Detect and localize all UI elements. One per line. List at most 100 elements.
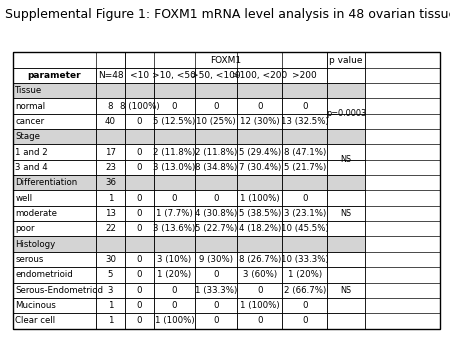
Text: 5 (12.5%): 5 (12.5%) xyxy=(153,117,196,126)
Text: >100, <200: >100, <200 xyxy=(232,71,288,80)
Text: 1: 1 xyxy=(108,301,113,310)
Text: well: well xyxy=(15,194,32,203)
Text: 1 (100%): 1 (100%) xyxy=(155,316,194,325)
Text: 0: 0 xyxy=(213,301,219,310)
Text: Differentiation: Differentiation xyxy=(15,178,77,187)
Text: >50, <100: >50, <100 xyxy=(191,71,241,80)
Text: Mucinous: Mucinous xyxy=(15,301,56,310)
Text: 0: 0 xyxy=(302,102,307,111)
Text: 40: 40 xyxy=(105,117,116,126)
Text: Histology: Histology xyxy=(15,240,55,249)
Text: 3 (13.0%): 3 (13.0%) xyxy=(153,163,196,172)
Text: 23: 23 xyxy=(105,163,116,172)
Text: 0: 0 xyxy=(137,301,142,310)
Text: 0: 0 xyxy=(137,224,142,233)
Text: >200: >200 xyxy=(292,71,317,80)
Text: 0: 0 xyxy=(137,194,142,203)
Text: 1 (33.3%): 1 (33.3%) xyxy=(195,286,237,295)
Text: p=0.0003: p=0.0003 xyxy=(326,109,366,118)
Text: 0: 0 xyxy=(171,194,177,203)
Text: 3 (60%): 3 (60%) xyxy=(243,270,277,279)
Text: 0: 0 xyxy=(257,102,263,111)
Text: 0: 0 xyxy=(137,209,142,218)
Text: 10 (45.5%): 10 (45.5%) xyxy=(281,224,328,233)
Text: >10, <50: >10, <50 xyxy=(153,71,196,80)
Text: Stage: Stage xyxy=(15,132,40,141)
Text: Clear cell: Clear cell xyxy=(15,316,55,325)
Text: 2 (11.8%): 2 (11.8%) xyxy=(153,148,196,156)
Text: 0: 0 xyxy=(213,316,219,325)
Text: Serous-Endometriod: Serous-Endometriod xyxy=(15,286,104,295)
Text: 36: 36 xyxy=(105,178,116,187)
Text: 0: 0 xyxy=(171,102,177,111)
Text: N=48: N=48 xyxy=(98,71,123,80)
Text: 1 and 2: 1 and 2 xyxy=(15,148,48,156)
Text: 2 (66.7%): 2 (66.7%) xyxy=(284,286,326,295)
Text: 5 (21.7%): 5 (21.7%) xyxy=(284,163,326,172)
Text: 8 (47.1%): 8 (47.1%) xyxy=(284,148,326,156)
Text: 0: 0 xyxy=(137,117,142,126)
Text: 10 (33.3%): 10 (33.3%) xyxy=(281,255,328,264)
Text: 8 (100%): 8 (100%) xyxy=(120,102,159,111)
Text: serous: serous xyxy=(15,255,44,264)
Text: p value: p value xyxy=(329,55,363,65)
Text: 1 (100%): 1 (100%) xyxy=(240,194,280,203)
Text: 1: 1 xyxy=(108,194,113,203)
Text: 0: 0 xyxy=(213,194,219,203)
Text: 0: 0 xyxy=(302,301,307,310)
Text: 8 (26.7%): 8 (26.7%) xyxy=(239,255,281,264)
Text: NS: NS xyxy=(341,209,351,218)
Text: 12 (30%): 12 (30%) xyxy=(240,117,280,126)
Text: 5: 5 xyxy=(108,270,113,279)
Text: 13: 13 xyxy=(105,209,116,218)
Text: 3: 3 xyxy=(108,286,113,295)
Text: 5 (22.7%): 5 (22.7%) xyxy=(195,224,237,233)
Text: 8 (34.8%): 8 (34.8%) xyxy=(195,163,237,172)
Text: endometrioid: endometrioid xyxy=(15,270,73,279)
Text: 0: 0 xyxy=(137,255,142,264)
Text: 0: 0 xyxy=(137,316,142,325)
Text: 5 (38.5%): 5 (38.5%) xyxy=(239,209,281,218)
Text: parameter: parameter xyxy=(27,71,81,80)
Text: 0: 0 xyxy=(137,163,142,172)
Text: 0: 0 xyxy=(213,270,219,279)
Text: 1 (20%): 1 (20%) xyxy=(288,270,322,279)
Text: normal: normal xyxy=(15,102,45,111)
Text: 0: 0 xyxy=(302,194,307,203)
Text: cancer: cancer xyxy=(15,117,45,126)
Text: moderate: moderate xyxy=(15,209,57,218)
Text: 17: 17 xyxy=(105,148,116,156)
Text: 3 (10%): 3 (10%) xyxy=(158,255,191,264)
Text: 1: 1 xyxy=(108,316,113,325)
Text: 1 (100%): 1 (100%) xyxy=(240,301,280,310)
Text: 9 (30%): 9 (30%) xyxy=(199,255,233,264)
Text: Tissue: Tissue xyxy=(15,86,43,95)
Text: <10: <10 xyxy=(130,71,149,80)
Text: 2 (11.8%): 2 (11.8%) xyxy=(195,148,237,156)
Text: 3 (13.6%): 3 (13.6%) xyxy=(153,224,196,233)
Text: 4 (30.8%): 4 (30.8%) xyxy=(195,209,237,218)
Text: 3 and 4: 3 and 4 xyxy=(15,163,48,172)
Text: FOXM1: FOXM1 xyxy=(211,55,242,65)
Text: 3 (23.1%): 3 (23.1%) xyxy=(284,209,326,218)
Text: 5 (29.4%): 5 (29.4%) xyxy=(239,148,281,156)
Text: 0: 0 xyxy=(171,286,177,295)
Text: 0: 0 xyxy=(171,301,177,310)
Text: 0: 0 xyxy=(213,102,219,111)
Text: NS: NS xyxy=(341,286,351,295)
Text: Supplemental Figure 1: FOXM1 mRNA level analysis in 48 ovarian tissues: Supplemental Figure 1: FOXM1 mRNA level … xyxy=(5,8,450,21)
Text: NS: NS xyxy=(341,155,351,164)
Text: 22: 22 xyxy=(105,224,116,233)
Text: 0: 0 xyxy=(137,286,142,295)
Text: 30: 30 xyxy=(105,255,116,264)
Text: 4 (18.2%): 4 (18.2%) xyxy=(239,224,281,233)
Text: 13 (32.5%): 13 (32.5%) xyxy=(281,117,328,126)
Text: 0: 0 xyxy=(257,286,263,295)
Text: 0: 0 xyxy=(257,316,263,325)
Text: 0: 0 xyxy=(137,270,142,279)
Text: 8: 8 xyxy=(108,102,113,111)
Text: poor: poor xyxy=(15,224,35,233)
Text: 1 (7.7%): 1 (7.7%) xyxy=(156,209,193,218)
Text: 1 (20%): 1 (20%) xyxy=(158,270,191,279)
Text: 0: 0 xyxy=(302,316,307,325)
